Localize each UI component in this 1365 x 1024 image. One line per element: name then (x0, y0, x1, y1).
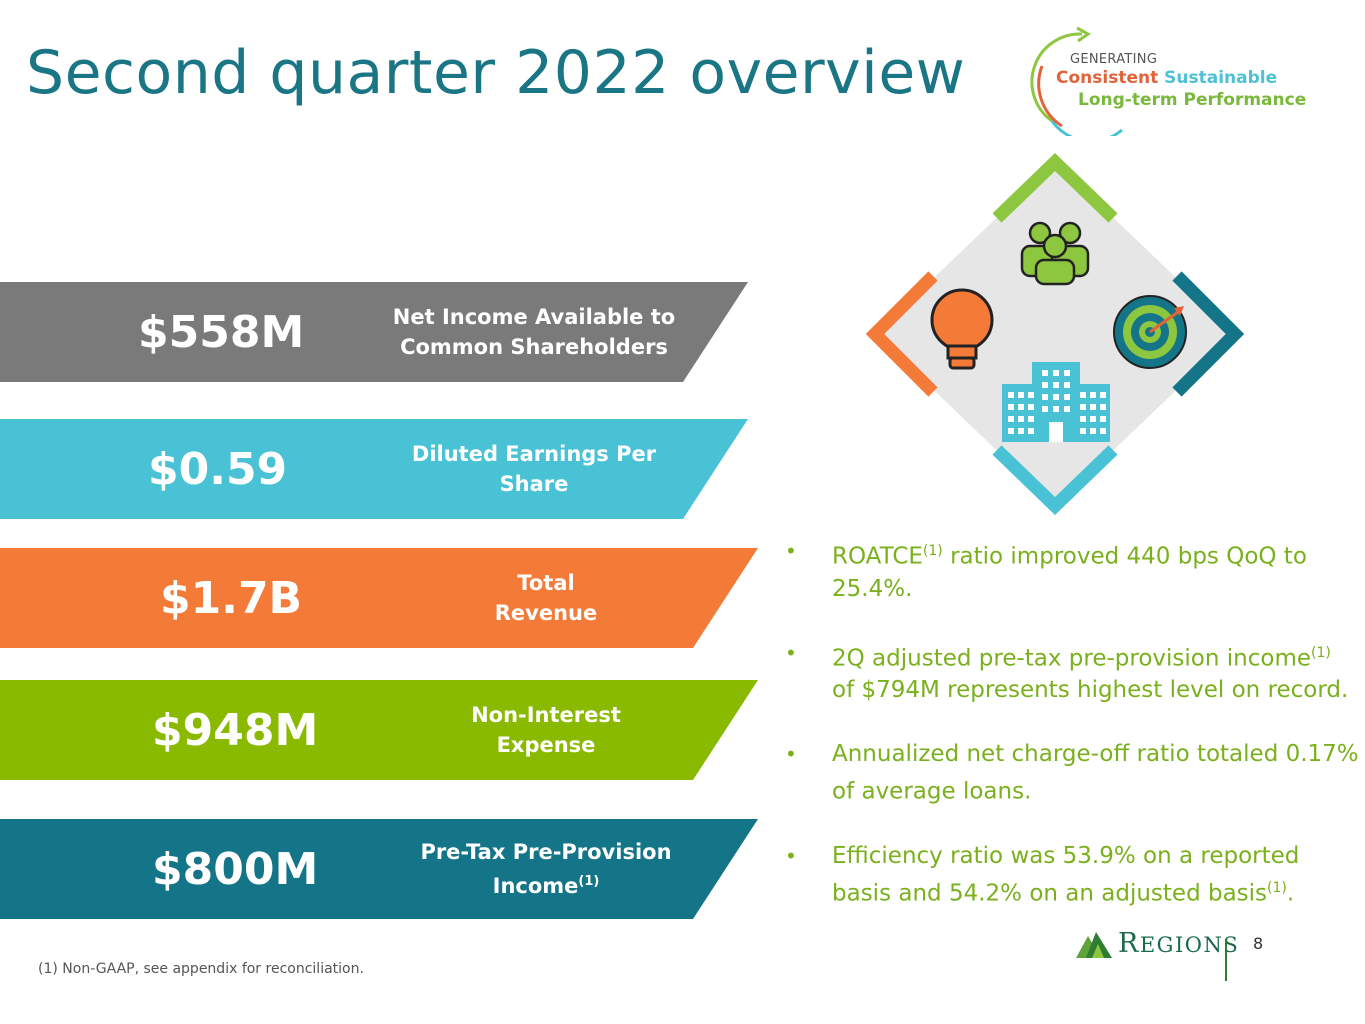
metric-label: Diluted Earnings Per Share (411, 442, 657, 496)
regions-logo: REGIONS (1076, 928, 1239, 959)
tagline-consistent-sustainable: Consistent Sustainable (1056, 68, 1277, 88)
metric-band-revenue: $1.7B Total Revenue (0, 548, 758, 648)
regions-pyramid-icon (1076, 931, 1112, 958)
bullet-efficiency: • Efficiency ratio was 53.9% on a report… (785, 840, 1360, 910)
band-shape (0, 548, 758, 648)
page-number: 8 (1253, 934, 1264, 953)
bullet-dot: • (785, 539, 797, 563)
page-title: Second quarter 2022 overview (26, 38, 966, 108)
lightbulb-icon (930, 288, 994, 370)
logo-divider (1225, 939, 1227, 981)
tagline-consistent: Consistent (1056, 68, 1159, 88)
metric-band-net-income: $558M Net Income Available to Common Shar… (0, 282, 748, 382)
metric-value: $0.59 (148, 443, 288, 495)
bullet-dot: • (785, 640, 797, 665)
tagline-sustainable: Sustainable (1164, 68, 1278, 88)
building-icon (1002, 362, 1110, 442)
metric-label: Pre-Tax Pre-Provision Income(1) (420, 840, 672, 898)
regions-wordmark: REGIONS (1118, 928, 1240, 959)
metric-value: $948M (152, 704, 319, 756)
target-icon (1113, 295, 1187, 369)
band-shape (0, 282, 748, 382)
bullet-roatce: • ROATCE(1) ratio improved 440 bps QoQ t… (785, 535, 1360, 605)
bullet-dot: • (785, 742, 797, 767)
bullet-dot: • (785, 843, 797, 868)
metric-value: $800M (152, 843, 319, 895)
circular-arrow-icon (1030, 26, 1123, 136)
metric-band-eps: $0.59 Diluted Earnings Per Share (0, 419, 748, 519)
band-shape (0, 680, 758, 780)
metric-label: Net Income Available to Common Shareholde… (392, 305, 676, 359)
bullet-ppi: • 2Q adjusted pre-tax pre-provision inco… (785, 637, 1360, 707)
highlights-list: • ROATCE(1) ratio improved 440 bps QoQ t… (785, 535, 1360, 942)
band-shape (0, 819, 758, 919)
metric-value: $558M (138, 306, 305, 358)
band-shape (0, 419, 748, 519)
metric-label: Total Revenue (494, 571, 598, 625)
metric-label: Non-Interest Expense (471, 703, 621, 757)
metric-band-pretax: $800M Pre-Tax Pre-Provision Income(1) (0, 819, 758, 919)
bullet-nco: • Annualized net charge-off ratio totale… (785, 738, 1360, 808)
tagline-generating: GENERATING (1070, 52, 1158, 67)
tagline-long-term: Long-term Performance (1078, 90, 1307, 110)
tagline-logo: GENERATING Consistent Sustainable Long-t… (1022, 26, 1322, 136)
metric-band-expense: $948M Non-Interest Expense (0, 680, 758, 780)
diamond-icons-graphic (865, 152, 1245, 516)
metric-value: $1.7B (160, 572, 303, 624)
footnote: (1) Non-GAAP, see appendix for reconcili… (38, 961, 364, 977)
people-group-icon (1020, 221, 1090, 286)
